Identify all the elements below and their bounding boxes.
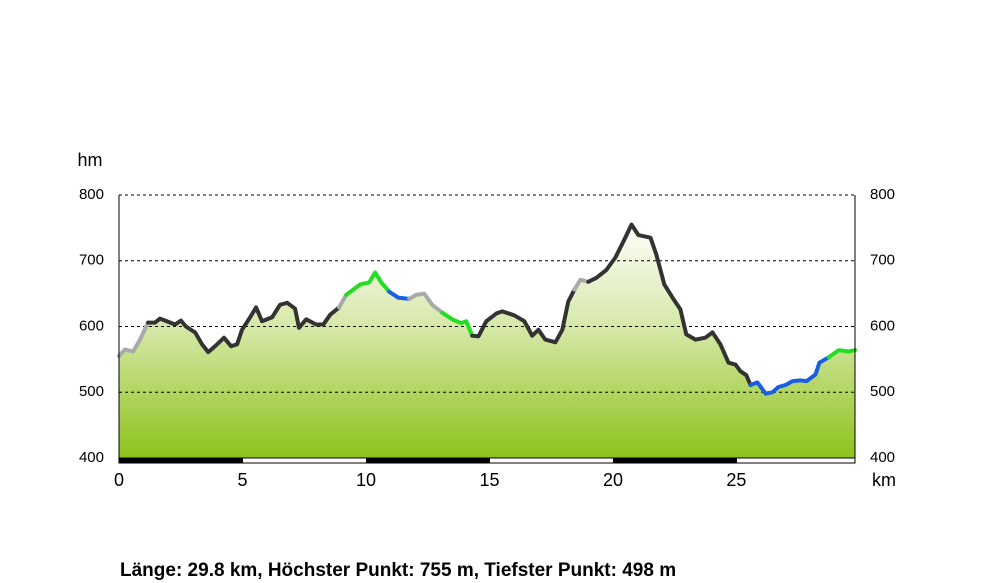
profile-line: [344, 270, 392, 297]
profile-area: [338, 293, 347, 459]
y-tick-label-right: 600: [870, 317, 895, 334]
y-tick-label: 800: [79, 186, 104, 203]
y-tick-label: 700: [79, 252, 104, 269]
profile-area: [408, 293, 443, 459]
profile-area: [388, 291, 410, 459]
y-tick-label: 500: [79, 383, 104, 400]
profile-area: [118, 322, 149, 459]
y-tick-label-right: 400: [870, 449, 895, 466]
profile-line: [146, 300, 342, 355]
x-tick-label: 10: [356, 470, 376, 490]
x-tick-label: 25: [726, 470, 746, 490]
y-tick-label: 400: [79, 449, 104, 466]
x-axis-label: km: [872, 470, 896, 490]
profile-area: [574, 279, 589, 459]
profile-line: [748, 355, 831, 396]
y-tick-label-right: 700: [870, 252, 895, 269]
y-axis-label: hm: [77, 150, 102, 170]
profile-line: [387, 289, 412, 301]
x-scale-band: [365, 458, 490, 463]
x-tick-label: 15: [479, 470, 499, 490]
footer: Länge: 29.8 km, Höchster Punkt: 755 m, T…: [120, 560, 676, 581]
y-tick-label: 600: [79, 317, 104, 334]
profile-line: [586, 222, 753, 387]
profile-line: [470, 287, 577, 345]
profile-area: [471, 289, 575, 459]
x-tick-label: 5: [237, 470, 247, 490]
profile-line: [407, 291, 445, 315]
x-tick-label: 20: [603, 470, 623, 490]
profile-area: [345, 272, 390, 459]
profile-area: [828, 349, 856, 459]
profile-line: [117, 320, 151, 359]
y-tick-label-right: 500: [870, 383, 895, 400]
x-scale-band: [119, 458, 243, 463]
x-tick-label: 0: [114, 470, 124, 490]
profile-line: [826, 348, 857, 360]
y-tick-label-right: 800: [870, 186, 895, 203]
profile-line: [572, 277, 591, 292]
profile-line: [440, 310, 475, 338]
profile-area: [442, 312, 473, 459]
x-scale-band: [612, 458, 737, 463]
profile-line: [337, 292, 349, 310]
